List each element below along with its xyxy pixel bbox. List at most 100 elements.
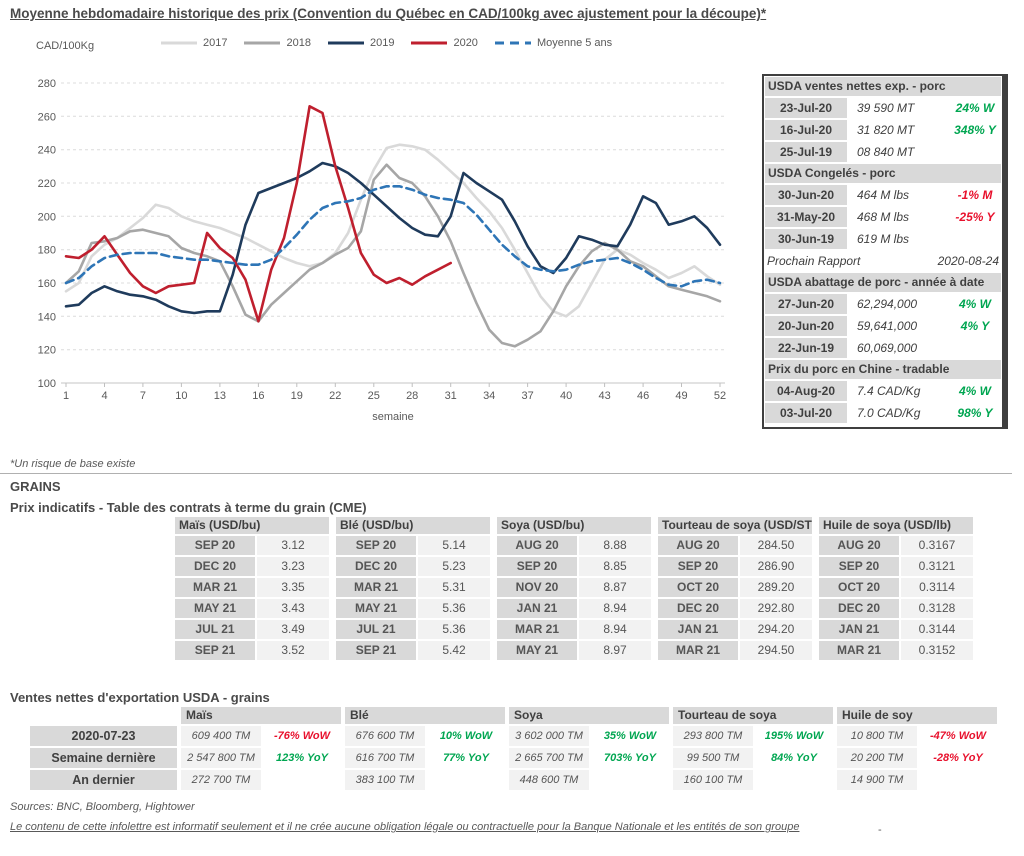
export-column-header: Soya	[509, 707, 669, 724]
panel-data-row: 31-May-20 468 M lbs -25% Y	[765, 207, 1001, 227]
y-tick-label: 140	[38, 311, 56, 323]
x-tick-label: 34	[483, 390, 495, 402]
cme-contract-price: 3.35	[257, 578, 329, 597]
y-axis-unit-label: CAD/100Kg	[36, 40, 95, 52]
legend-swatch-icon	[327, 41, 364, 45]
panel-row-value: 60,069,000	[857, 341, 918, 355]
cme-contract-month: MAY 21	[336, 599, 416, 618]
series-line-2020	[64, 104, 453, 323]
cme-contract-price: 286.90	[740, 557, 812, 576]
x-tick-label: 52	[714, 390, 726, 402]
export-row-label: An dernier	[30, 770, 177, 790]
panel-row-percent: -25% Y	[955, 210, 995, 224]
x-tick-label: 25	[368, 390, 380, 402]
panel-section-header: USDA ventes nettes exp. - porc	[765, 77, 1001, 96]
export-column-header: Huile de soy	[837, 707, 997, 724]
cme-contract-month: MAR 21	[336, 578, 416, 597]
legend-label: 2020	[453, 37, 478, 49]
x-tick-label: 4	[101, 390, 107, 402]
export-column-header: Maïs	[181, 707, 341, 724]
legend-swatch-icon	[161, 41, 197, 45]
cme-contract-month: MAY 21	[497, 641, 577, 660]
y-tick-label: 200	[38, 211, 56, 223]
cme-contract-month: SEP 21	[336, 641, 416, 660]
panel-next-report-row: Prochain Rapport 2020-08-24	[765, 251, 1001, 271]
cme-contract-price: 0.3128	[901, 599, 973, 618]
y-tick-label: 100	[38, 378, 56, 390]
panel-row-value: 7.0 CAD/Kg	[857, 406, 921, 420]
cme-contract-month: DEC 20	[336, 557, 416, 576]
legend-label: 2018	[286, 37, 311, 49]
export-quantity: 20 200 TM	[837, 748, 917, 768]
panel-data-row: 25-Jul-19 08 840 MT	[765, 142, 1001, 162]
cme-row: MAR 21 5.31	[336, 578, 490, 597]
disclaimer-line: Le contenu de cette infolettre est infor…	[10, 821, 800, 833]
y-tick-label: 240	[38, 145, 56, 157]
x-tick-label: 46	[637, 390, 649, 402]
cme-row: MAY 21 8.97	[497, 641, 651, 660]
export-percent: -28% YoY	[933, 752, 983, 764]
cme-row: JAN 21 294.20	[658, 620, 812, 639]
cme-contract-price: 3.49	[257, 620, 329, 639]
panel-row-value: 39 590 MT	[857, 101, 915, 115]
x-tick-label: 31	[445, 390, 457, 402]
export-percent	[591, 770, 669, 790]
cme-contract-month: AUG 20	[658, 536, 738, 555]
cme-contract-month: JUL 21	[175, 620, 255, 639]
cme-contract-month: SEP 20	[336, 536, 416, 555]
x-axis-title: semaine	[372, 411, 414, 423]
cme-row: SEP 20 286.90	[658, 557, 812, 576]
cme-row: SEP 20 0.3121	[819, 557, 973, 576]
panel-data-row: 03-Jul-20 7.0 CAD/Kg 98% Y	[765, 403, 1001, 423]
export-data-row: 2020-07-23 609 400 TM -76% WoW 676 600 TM 10…	[30, 726, 1001, 746]
next-report-date: 2020-08-24	[937, 254, 999, 268]
export-percent: 123% YoY	[276, 752, 328, 764]
cme-row: AUG 20 0.3167	[819, 536, 973, 555]
export-percent	[919, 770, 997, 790]
export-percent	[755, 770, 833, 790]
panel-section-header: USDA Congelés - porc	[765, 164, 1001, 183]
cme-contract-month: JAN 21	[819, 620, 899, 639]
panel-row-date: 25-Jul-19	[765, 142, 847, 162]
export-percent: 703% YoY	[604, 752, 656, 764]
y-tick-label: 260	[38, 111, 56, 123]
legend-item-moyenne-5-ans: Moyenne 5 ans	[494, 37, 612, 49]
panel-row-percent: 24% W	[955, 101, 995, 115]
exports-table-heading: Ventes nettes d'exportation USDA - grain…	[10, 690, 270, 705]
export-percent: 195% WoW	[764, 730, 824, 742]
cme-row: DEC 20 0.3128	[819, 599, 973, 618]
cme-row: SEP 20 8.85	[497, 557, 651, 576]
cme-contract-price: 294.20	[740, 620, 812, 639]
panel-data-row: 23-Jul-20 39 590 MT 24% W	[765, 98, 1001, 118]
x-tick-label: 7	[140, 390, 146, 402]
legend-label: 2017	[203, 37, 228, 49]
usda-export-sales-table: Maïs Blé Soya Tourteau de soya Huile de soy 2…	[30, 707, 1001, 792]
page-title: Moyenne hebdomadaire historique des prix…	[10, 6, 767, 21]
cme-contract-price: 8.87	[579, 578, 651, 597]
cme-contract-month: AUG 20	[819, 536, 899, 555]
cme-row: SEP 21 5.42	[336, 641, 490, 660]
panel-row-value: 62,294,000	[857, 297, 918, 311]
legend-swatch-icon	[244, 41, 281, 45]
cme-contract-month: JUL 21	[336, 620, 416, 639]
cme-row: MAR 21 3.35	[175, 578, 329, 597]
panel-row-percent: 4% W	[958, 297, 991, 311]
export-quantity: 293 800 TM	[673, 726, 753, 746]
panel-row-percent	[949, 338, 1001, 358]
series-line-2019	[64, 161, 722, 315]
cme-row: MAY 21 3.43	[175, 599, 329, 618]
cme-contract-price: 5.23	[418, 557, 490, 576]
x-tick-label: 1	[63, 390, 69, 402]
cme-table-heading: Prix indicatifs - Table des contrats à t…	[10, 500, 367, 515]
cme-contract-month: SEP 20	[819, 557, 899, 576]
panel-row-percent: 98% Y	[957, 406, 993, 420]
cme-contract-price: 3.43	[257, 599, 329, 618]
export-column-header: Tourteau de soya	[673, 707, 833, 724]
x-tick-label: 13	[214, 390, 226, 402]
cme-contract-month: DEC 20	[819, 599, 899, 618]
horizontal-divider	[0, 473, 1012, 474]
export-quantity: 616 700 TM	[345, 748, 425, 768]
cme-contract-price: 3.52	[257, 641, 329, 660]
cme-contract-month: MAR 21	[658, 641, 738, 660]
